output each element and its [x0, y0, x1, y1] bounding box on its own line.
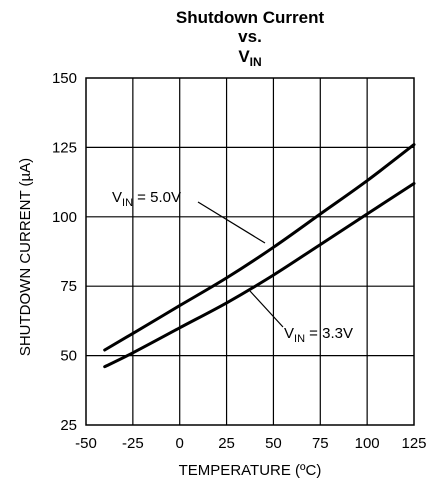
- x-tick-label: 0: [176, 435, 184, 452]
- chart-title-in-subscript: IN: [250, 55, 262, 69]
- x-tick-label: -25: [122, 435, 144, 452]
- annotation-in-subscript: IN: [294, 333, 305, 345]
- x-tick-label: 125: [401, 435, 426, 452]
- annotation-leader-line: [197, 201, 266, 244]
- series-line-vin-5v: [103, 143, 416, 352]
- x-tick-label: 50: [265, 435, 282, 452]
- annotation-value: = 3.3V: [305, 325, 353, 342]
- y-tick-label: 75: [60, 278, 77, 295]
- y-tick-label: 150: [52, 70, 77, 87]
- x-tick-label: 25: [218, 435, 235, 452]
- x-tick-label: 75: [312, 435, 329, 452]
- y-tick-label: 100: [52, 209, 77, 226]
- annotation-leader-line: [249, 290, 284, 328]
- y-tick-label: 25: [60, 417, 77, 434]
- plot-frame: [85, 77, 415, 426]
- annotation-v: V: [112, 189, 122, 206]
- y-axis-label: SHUTDOWN CURRENT (µA): [17, 158, 34, 356]
- x-tick-label: -50: [75, 435, 97, 452]
- series-line-vin-3v3: [103, 182, 416, 369]
- x-tick-label: 100: [355, 435, 380, 452]
- series-lines: [103, 143, 416, 369]
- y-tick-label: 50: [60, 348, 77, 365]
- grid-lines: [86, 78, 414, 425]
- annotation-in-subscript: IN: [122, 197, 133, 209]
- annotation-v: V: [284, 325, 294, 342]
- x-axis-label: TEMPERATURE (ºC): [179, 462, 322, 479]
- tick-labels: -50 -25 0 25 50 75 100 125 25 50 75 100 125 150: [52, 70, 427, 452]
- chart-title-line3: VIN: [238, 47, 261, 69]
- y-tick-label: 125: [52, 139, 77, 156]
- annotation-vin-3v3: VIN = 3.3V: [284, 325, 353, 345]
- chart-title-line2: vs.: [238, 27, 262, 46]
- chart-title-line1: Shutdown Current: [176, 8, 325, 27]
- chart-title-v: V: [238, 47, 250, 66]
- annotation-value: = 5.0V: [133, 189, 181, 206]
- annotation-vin-5v: VIN = 5.0V: [112, 189, 181, 209]
